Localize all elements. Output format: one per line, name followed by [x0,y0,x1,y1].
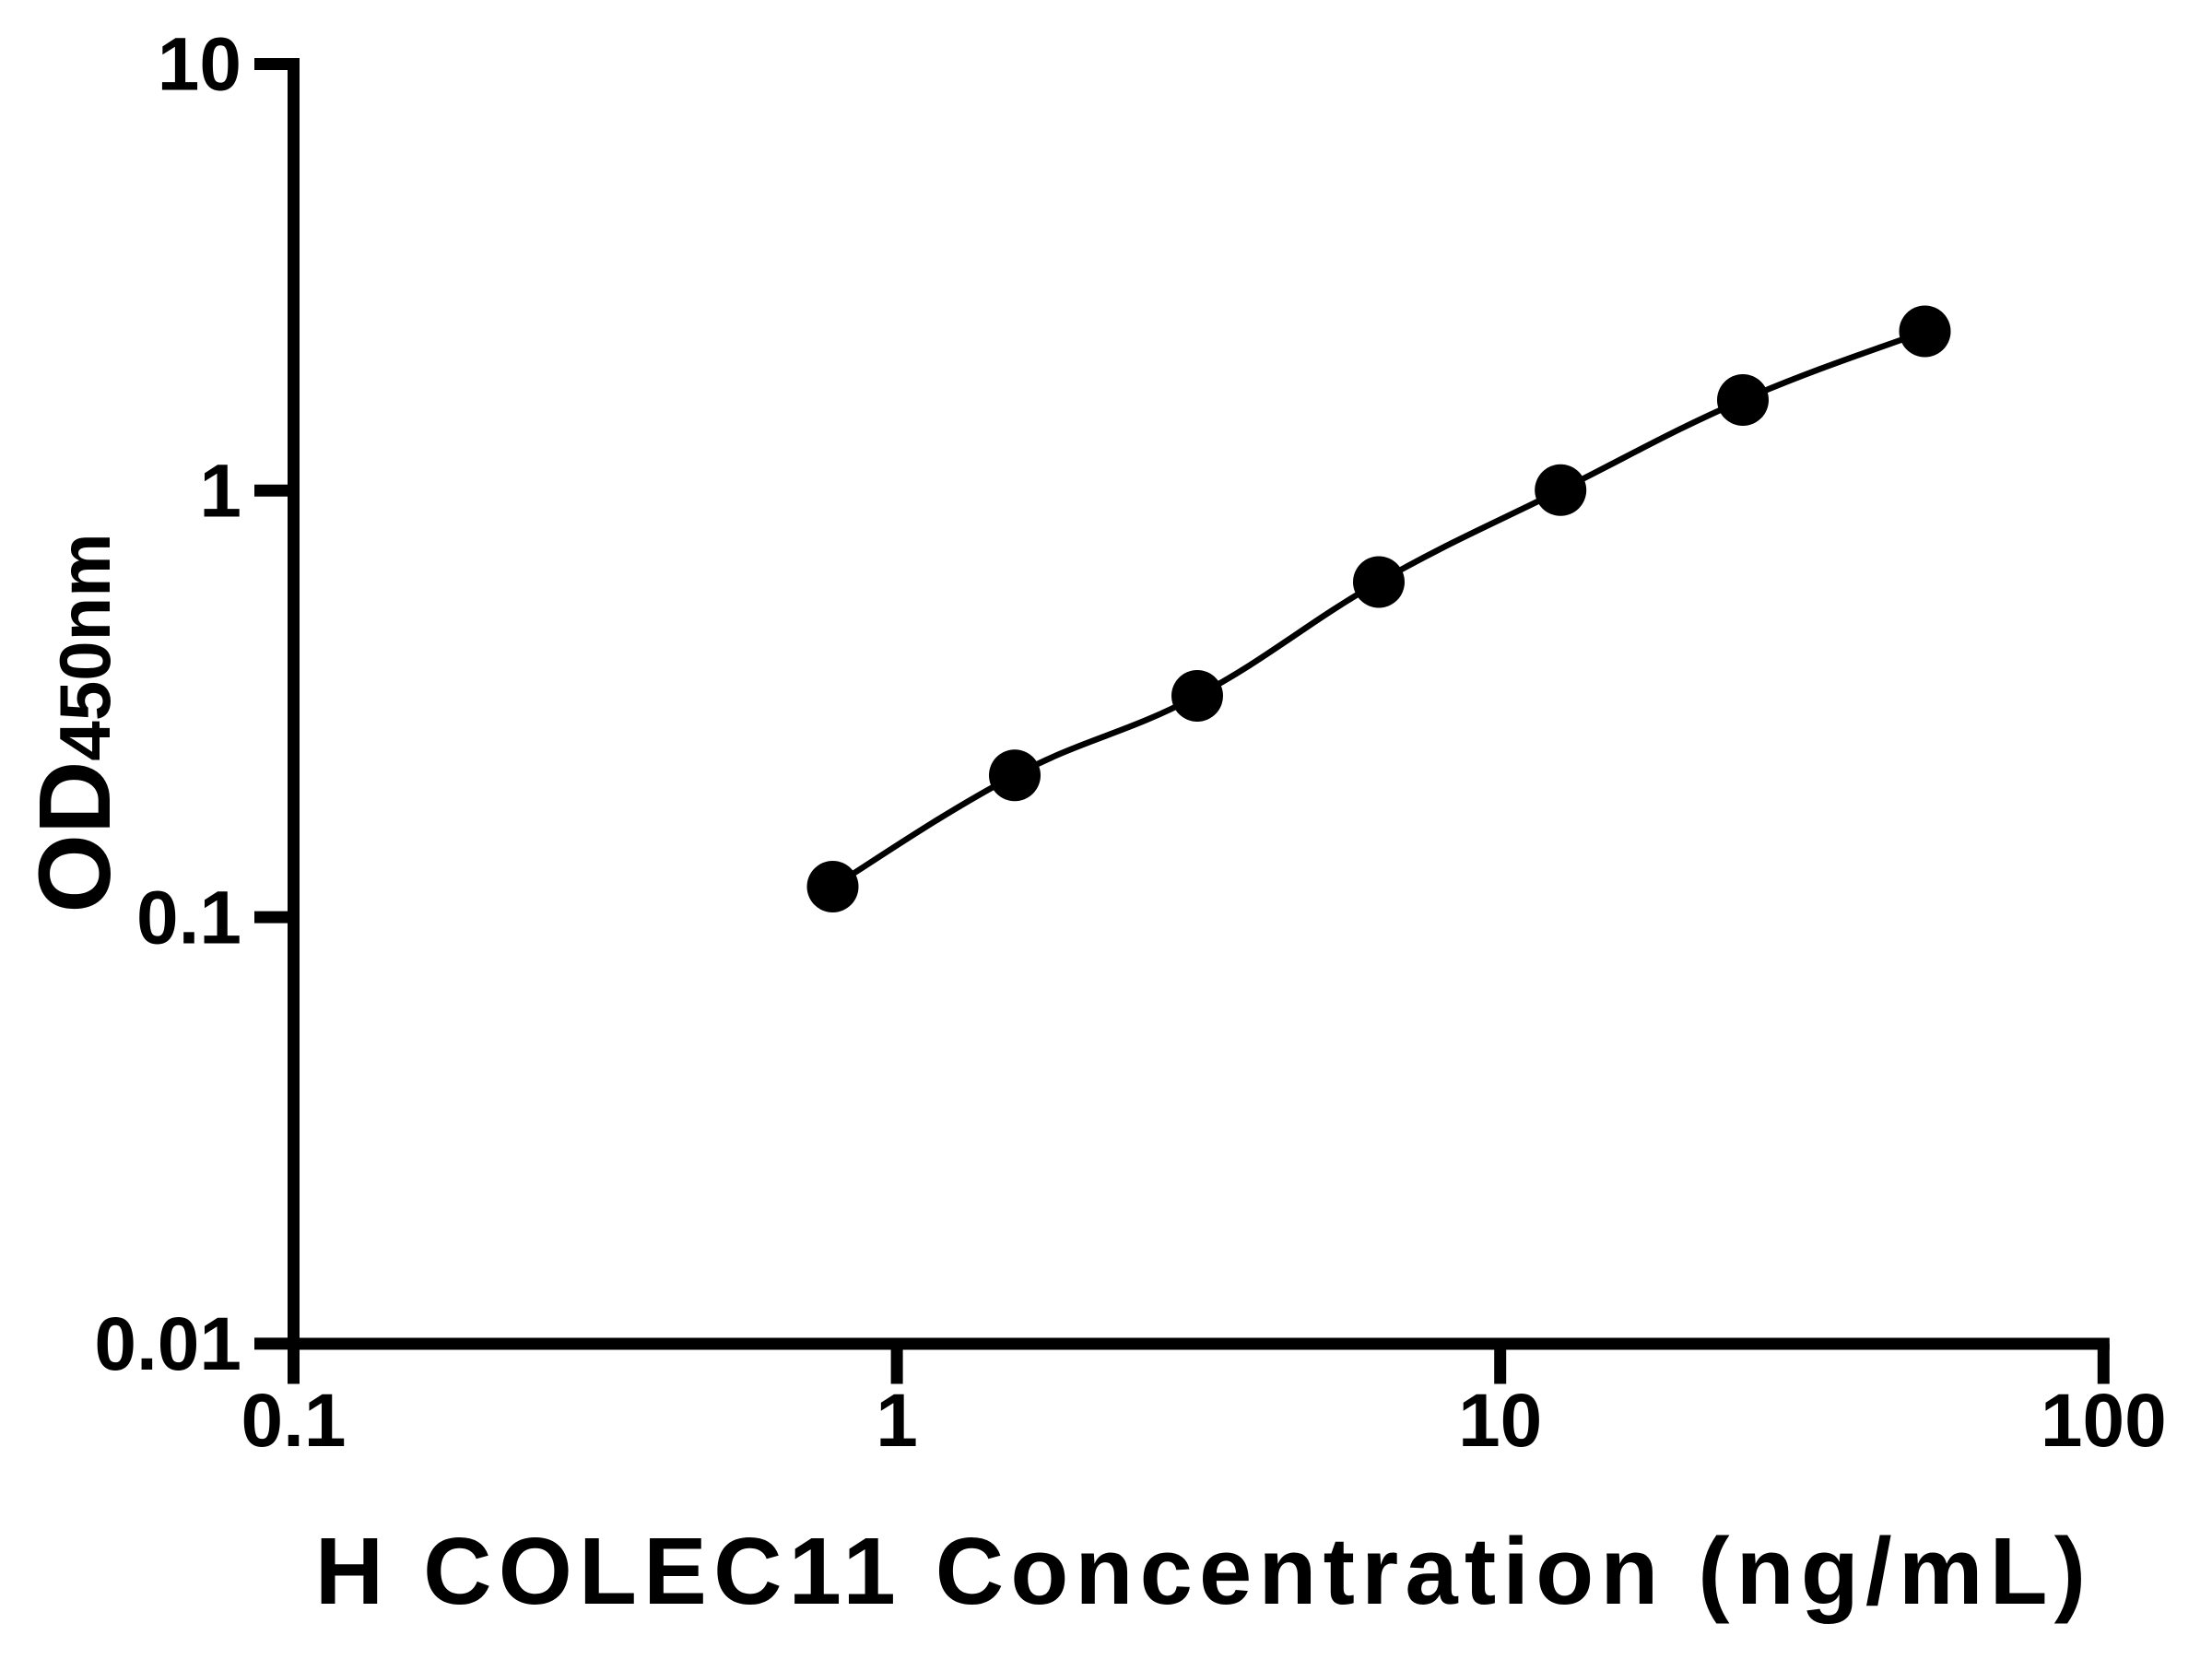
svg-text:0.01: 0.01 [94,1302,241,1386]
svg-text:1: 1 [199,450,241,534]
svg-text:0.1: 0.1 [241,1379,347,1463]
svg-text:1: 1 [876,1379,918,1463]
svg-text:H COLEC11 Concentration (ng/mL: H COLEC11 Concentration (ng/mL) [315,1518,2092,1624]
svg-text:10: 10 [1458,1379,1542,1463]
svg-text:10: 10 [158,23,241,107]
svg-text:0.1: 0.1 [136,876,241,959]
svg-text:100: 100 [2041,1379,2167,1463]
